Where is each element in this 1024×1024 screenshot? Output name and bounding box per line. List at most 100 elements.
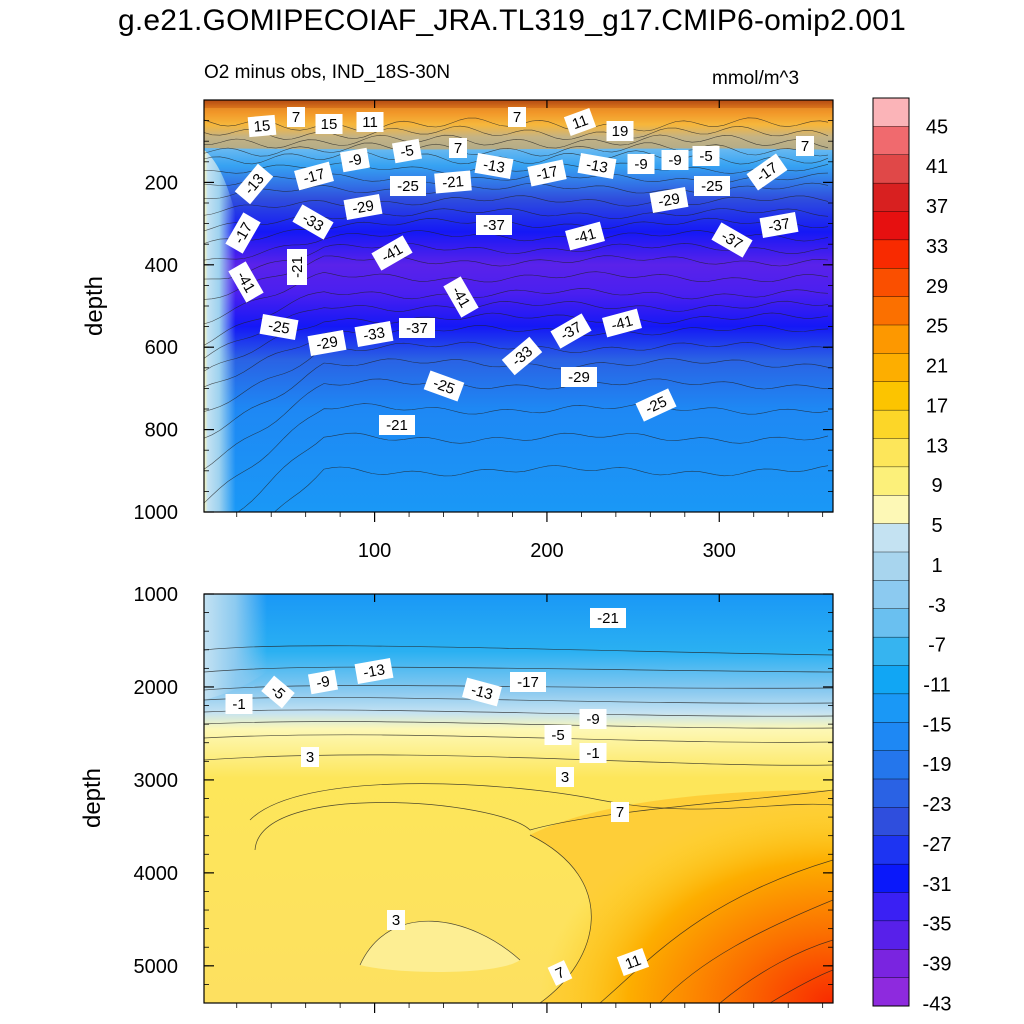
contour-label-text: -29 [351,197,375,218]
contour-label: -13 [577,153,617,179]
contour-label-box [234,163,274,205]
contour-label: -9 [339,147,371,173]
colorbar-level-label: -11 [923,675,950,697]
contour-label-text: -37 [406,320,428,337]
bottom-contour-line [659,899,833,1003]
contour-label-text: -25 [701,178,723,195]
contour-label-text: 7 [292,109,300,126]
colorbar-level-label: -15 [923,714,952,736]
contour-label-box [579,709,607,729]
contour-label: -17 [294,161,334,191]
colorbar-swatch [872,863,910,894]
contour-label-box [590,608,626,628]
contour-label-text: -9 [315,673,331,692]
contour-label-box [462,677,502,707]
y-tick-label: 800 [145,420,178,442]
contour-label-box [247,114,277,138]
colorbar-swatch [872,324,910,354]
bottom-contour-line [719,939,833,1003]
bottom-contour-line [204,721,833,729]
contour-label-box [301,747,319,767]
contour-label-text: -9 [347,151,363,170]
contour-label-text: -21 [442,173,465,192]
contour-label-box [354,658,394,684]
contour-label: -33 [354,321,394,347]
colorbar: 45 41 37 33 29 25 21 17 13 9 5 1 -3 -7 -11 -15 -19 -23 -27… [872,97,952,1015]
contour-label: -25 [390,176,426,196]
contour-label-box [692,146,720,166]
contour-label-box [796,136,814,156]
contour-label: -1 [579,743,607,763]
top-contour-line [204,325,829,388]
contour-label-box [547,960,573,986]
bottom-contour-line [204,734,833,743]
top-contour-line [204,255,829,300]
top-y-axis-label: depth [81,276,108,336]
colorbar-swatch [872,523,910,553]
contour-label-text: -13 [362,661,386,682]
contour-label: 7 [796,136,814,156]
top-contour-line [204,300,829,359]
colorbar-swatch [872,693,910,723]
contour-label-text: -33 [362,324,386,345]
contour-label: -1 [225,694,253,714]
bottom-contour-line [254,789,833,851]
contour-label-text: 15 [321,116,338,133]
contour-label-text: -41 [572,225,597,247]
contour-label-text: -25 [397,178,419,195]
contour-label-box [423,370,465,402]
contour-label-text: 3 [306,749,314,766]
colorbar-swatch [872,495,910,525]
contour-label-box [508,107,526,127]
contour-label: -29 [649,187,689,213]
contour-label-text: -25 [431,375,457,398]
bottom-contour-lines [204,645,833,1003]
contour-label-box [635,388,677,422]
colorbar-level-label: 29 [926,276,948,298]
contour-label-box [649,187,689,213]
colorbar-level-label: 5 [931,515,942,537]
bottom-contour-line [204,645,833,656]
contour-label-text: -9 [668,152,681,169]
contour-label: -37 [759,212,799,238]
contour-label: -21 [379,415,415,435]
colorbar-swatch [872,892,910,922]
contour-label-text: -29 [657,190,681,211]
colorbar-swatch [872,778,910,808]
colorbar-swatch [872,438,910,468]
colorbar-swatch [872,949,910,979]
contour-label-box [354,321,394,347]
contour-label: -41 [602,308,642,338]
colorbar-swatch [872,608,910,638]
contour-label-text: 11 [623,952,643,973]
contour-label-box [391,138,423,164]
contour-label: 7 [508,107,526,127]
bottom-contour-line [359,920,521,966]
contour-label-text: 3 [561,769,569,786]
contour-label-text: 3 [392,912,400,929]
contour-label-box [259,314,299,340]
contour-label: -25 [423,370,465,402]
colorbar-swatch [872,239,910,269]
contour-label: 19 [606,121,634,141]
contour-label-box [287,107,305,127]
contour-label: -13 [462,677,502,707]
colorbar-level-label: -7 [928,635,946,657]
contour-label-text: -25 [267,317,291,338]
top-contour-line [204,125,829,140]
contour-label-box [225,212,261,254]
bottom-contour-line [204,685,833,691]
contour-label: -37 [399,318,435,338]
colorbar-swatch [872,750,910,780]
contour-label-box [261,675,295,709]
colorbar-frame [872,97,910,1007]
contour-label-box [565,221,605,251]
contour-label-text: -21 [597,610,619,627]
contour-label: -21 [434,170,472,194]
contour-label: -5 [391,138,423,164]
colorbar-level-label: -23 [923,794,952,816]
contour-label-text: -29 [315,333,339,354]
contour-label: -37 [711,222,753,258]
contour-label-box [443,276,479,318]
